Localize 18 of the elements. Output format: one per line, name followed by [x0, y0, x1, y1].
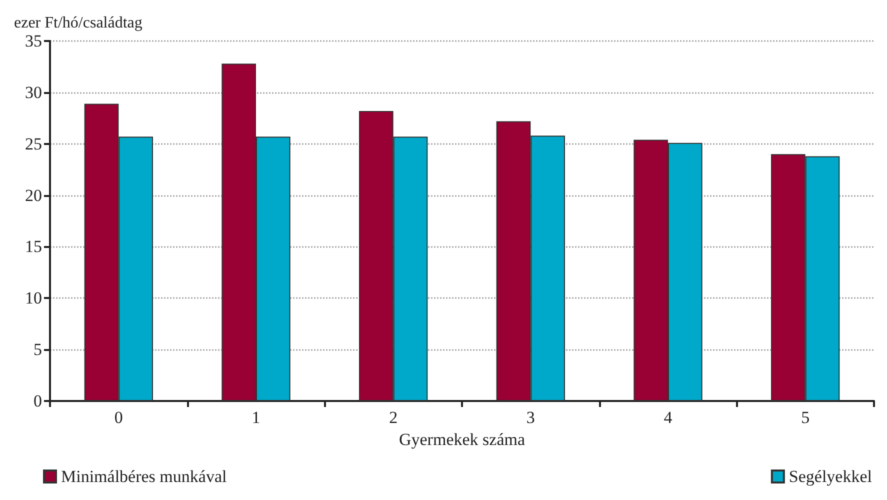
legend-label: Segélyekkel — [788, 467, 872, 486]
x-tick-label: 0 — [114, 408, 123, 427]
x-tick-label: 1 — [252, 408, 260, 427]
y-tick-label: 30 — [25, 82, 42, 102]
legend-label: Minimálbéres munkával — [61, 467, 227, 486]
x-axis-title: Gyermekek száma — [398, 430, 526, 449]
y-tick-label: 35 — [25, 32, 42, 50]
y-axis-title: ezer Ft/hó/családtag — [14, 14, 142, 32]
y-tick-label: 15 — [25, 237, 42, 256]
x-tick-label: 2 — [389, 408, 398, 427]
x-tick-label: 3 — [526, 408, 535, 427]
x-tick-label: 5 — [801, 408, 810, 427]
y-tick-label: 10 — [25, 288, 42, 308]
y-tick-label: 0 — [34, 392, 42, 410]
y-tick-label: 5 — [34, 340, 42, 360]
y-tick-label: 25 — [25, 134, 42, 154]
y-tick-label: 20 — [25, 186, 42, 205]
x-tick-label: 4 — [664, 408, 673, 427]
